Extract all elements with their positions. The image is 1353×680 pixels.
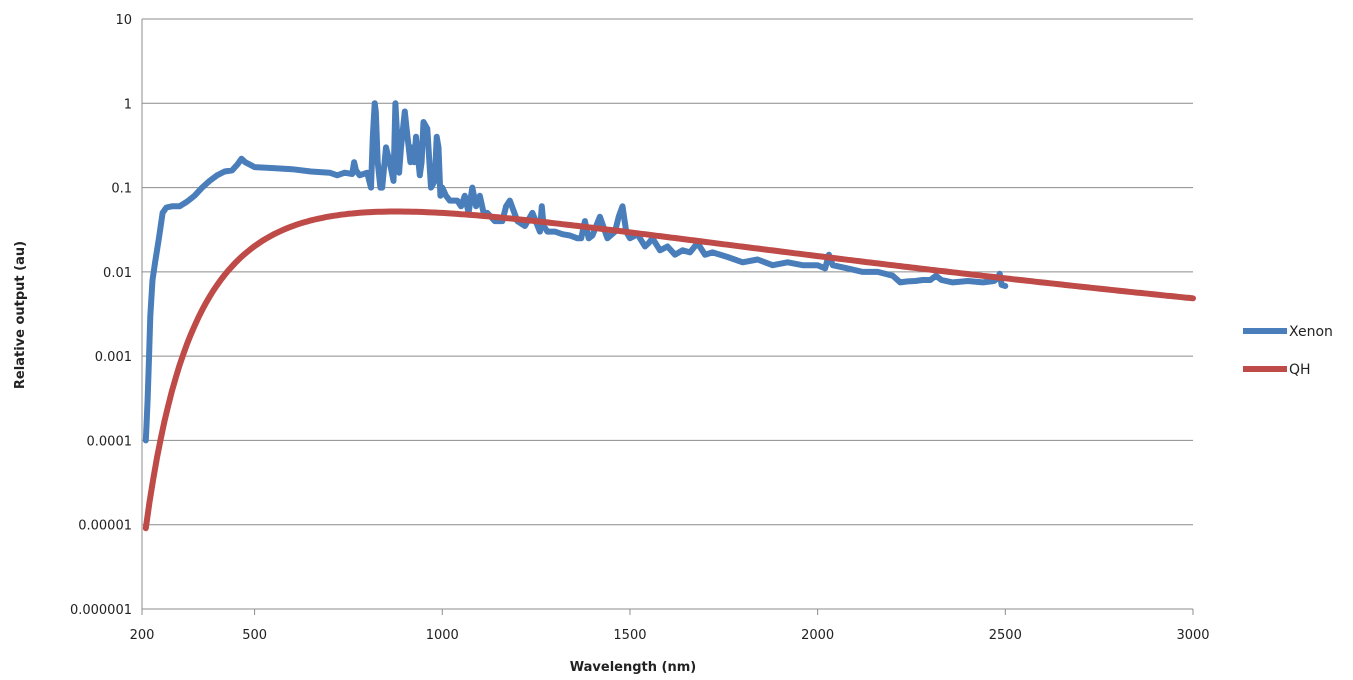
y-tick-label: 0.00001 bbox=[78, 519, 132, 534]
x-tick-label: 2500 bbox=[989, 628, 1022, 643]
legend-label-qh: QH bbox=[1289, 362, 1311, 378]
x-tick-labels: 200 500 1000 1500 2000 2500 3000 bbox=[130, 628, 1210, 643]
y-tick-labels: 0.000001 0.00001 0.0001 0.001 0.01 0.1 1 10 bbox=[70, 13, 132, 618]
x-tick-label: 200 bbox=[130, 628, 155, 643]
y-tick-label: 0.000001 bbox=[70, 603, 132, 618]
legend-label-xenon: Xenon bbox=[1289, 324, 1333, 340]
x-tick-label: 2000 bbox=[801, 628, 834, 643]
y-tick-label: 1 bbox=[124, 97, 132, 112]
y-tick-label: 0.0001 bbox=[87, 434, 133, 449]
y-axis-title: Relative output (au) bbox=[13, 241, 28, 389]
x-tick-label: 1500 bbox=[613, 628, 646, 643]
x-tick-label: 3000 bbox=[1176, 628, 1209, 643]
y-tick-label: 0.1 bbox=[111, 182, 132, 197]
y-tick-label: 0.01 bbox=[103, 266, 132, 281]
x-axis-title: Wavelength (nm) bbox=[570, 660, 696, 675]
y-tick-label: 10 bbox=[115, 13, 132, 28]
plot-area bbox=[142, 100, 1196, 532]
y-tick-label: 0.001 bbox=[95, 350, 132, 365]
x-tick-label: 1000 bbox=[426, 628, 459, 643]
series-line-xenon bbox=[142, 100, 1009, 444]
legend: Xenon QH bbox=[1243, 324, 1333, 378]
series-line-qh bbox=[142, 208, 1196, 532]
x-tick-label: 500 bbox=[242, 628, 267, 643]
gridlines bbox=[141, 18, 1194, 615]
